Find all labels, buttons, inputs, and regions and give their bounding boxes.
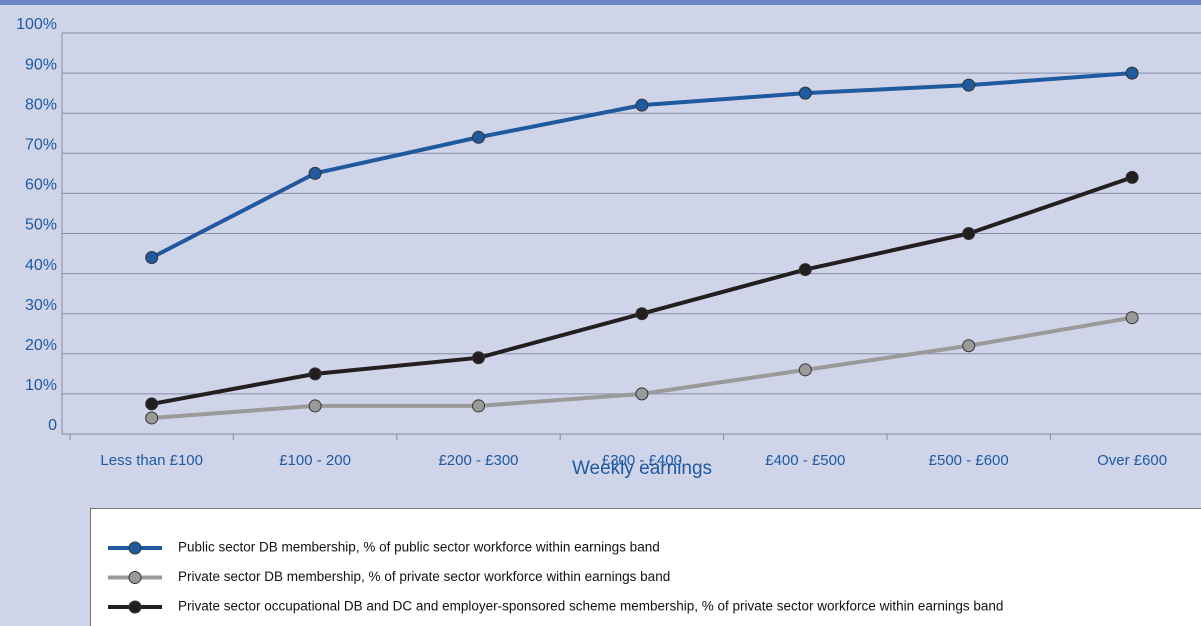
y-tick-label: 50% — [25, 217, 57, 234]
data-point — [308, 166, 322, 180]
data-point — [962, 339, 976, 353]
y-tick-label: 80% — [25, 96, 57, 113]
x-tick-label: Over £600 — [1097, 452, 1167, 469]
x-tick-label: £400 - £500 — [765, 452, 845, 469]
data-point — [472, 351, 485, 365]
legend-marker — [128, 571, 142, 584]
data-point — [472, 399, 485, 413]
data-point — [635, 307, 649, 321]
x-tick-label: £200 - £300 — [438, 452, 518, 469]
legend-box — [90, 508, 1201, 626]
y-tick-label: 10% — [25, 377, 57, 394]
data-point — [798, 86, 812, 100]
y-tick-label: 100% — [16, 16, 57, 33]
y-tick-label: 40% — [25, 257, 57, 274]
y-tick-label: 90% — [25, 56, 57, 73]
y-tick-label: 60% — [25, 177, 57, 194]
y-tick-label: 30% — [25, 297, 57, 314]
x-tick-label: Less than £100 — [100, 452, 203, 469]
data-point — [635, 98, 649, 112]
data-point — [1125, 170, 1139, 184]
series-line — [151, 315, 1133, 420]
legend-marker — [128, 541, 142, 555]
x-tick-label: £300 - £400 — [602, 452, 682, 469]
data-point — [962, 78, 976, 92]
data-point — [145, 397, 159, 411]
data-point — [145, 411, 159, 425]
legend-label: Public sector DB membership, % of public… — [178, 540, 660, 555]
data-point — [798, 363, 812, 377]
x-tick-label: £100 - 200 — [279, 452, 351, 469]
data-point — [635, 387, 649, 401]
y-tick-label: 20% — [25, 337, 57, 354]
data-point — [145, 251, 159, 265]
legend-label: Private sector occupational DB and DC an… — [178, 599, 1003, 614]
data-point — [472, 130, 485, 144]
data-point — [798, 263, 812, 277]
y-tick-label: 0 — [48, 417, 57, 434]
y-tick-label: 70% — [25, 137, 57, 154]
top-band — [0, 0, 1201, 5]
data-point — [308, 399, 322, 413]
series-line — [151, 175, 1133, 406]
data-point — [308, 367, 322, 381]
data-point — [1125, 66, 1139, 80]
legend-marker — [128, 600, 142, 614]
x-tick-label: £500 - £600 — [929, 452, 1009, 469]
legend-label: Private sector DB membership, % of priva… — [178, 569, 670, 584]
data-point — [962, 227, 976, 240]
x-axis-label: Weekly earnings — [572, 458, 712, 479]
data-point — [1125, 311, 1139, 325]
